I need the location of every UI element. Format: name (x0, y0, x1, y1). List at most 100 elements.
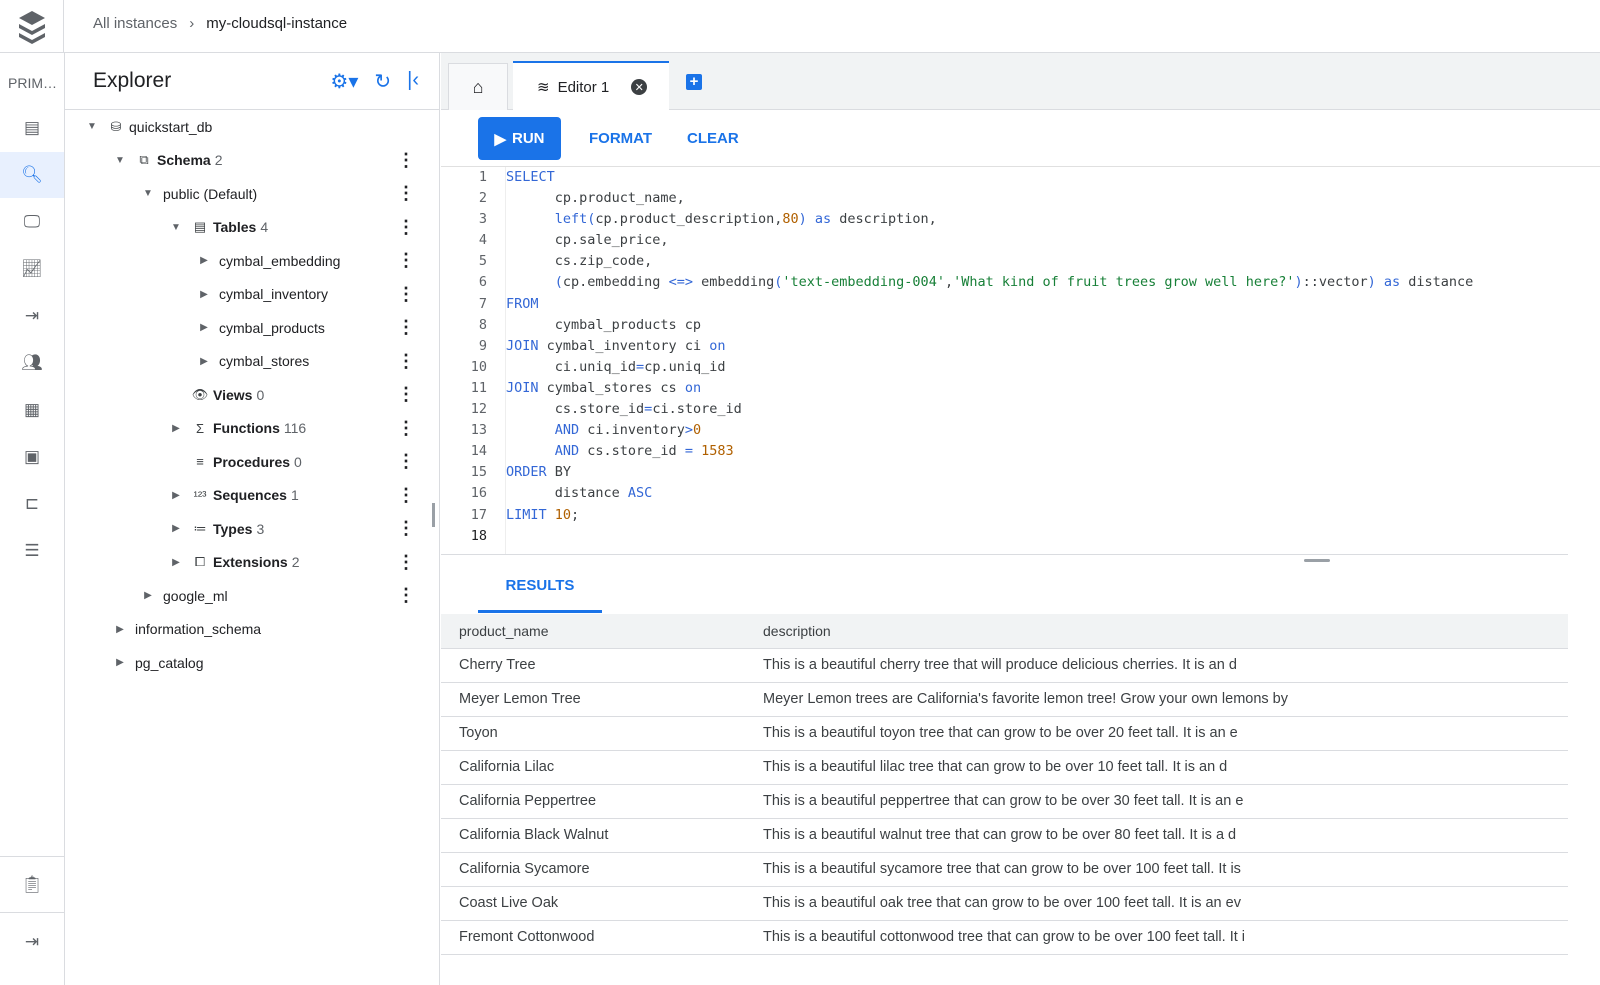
more-options-icon[interactable]: ⋮ (397, 283, 415, 304)
tree-item[interactable]: ▼ ⛁ quickstart_db (65, 110, 439, 143)
expand-arrow-icon[interactable]: ▼ (115, 154, 125, 166)
tree-item[interactable]: ▼ ⧉ Schema 2 ⋮ (65, 144, 439, 177)
tree-item[interactable]: 👁︎ Views 0 ⋮ (65, 378, 439, 411)
code-line[interactable]: 5 cs.zip_code, (441, 251, 1600, 272)
user-settings-icon[interactable]: ⚙▾ (330, 71, 359, 93)
collapse-arrow-icon[interactable]: ▶ (172, 523, 180, 534)
expand-arrow-icon[interactable]: ▼ (143, 188, 153, 199)
tab-editor-1[interactable]: ≋ Editor 1 ✕ (513, 61, 669, 111)
tree-item[interactable]: ▶ google_ml ⋮ (65, 579, 439, 612)
home-tab[interactable]: ⌂ (448, 63, 508, 110)
code-line[interactable]: 13 AND ci.inventory>0 (441, 420, 1600, 441)
tree-item[interactable]: ▶ Σ Functions 116 ⋮ (65, 412, 439, 445)
monitor-icon[interactable]: 🖵 (23, 212, 41, 231)
table-row[interactable]: California Black Walnut This is a beautif… (441, 818, 1568, 853)
table-row[interactable]: California Lilac This is a beautiful lila… (441, 750, 1568, 785)
collapse-arrow-icon[interactable]: ▶ (200, 322, 208, 333)
column-header-description[interactable]: description (745, 614, 1568, 649)
table-row[interactable]: Toyon This is a beautiful toyon tree that… (441, 716, 1568, 751)
tree-item[interactable]: ▶ pg_catalog (65, 646, 439, 679)
column-header-product-name[interactable]: product_name (441, 614, 745, 649)
refresh-icon[interactable]: ↻ (374, 71, 392, 93)
collapse-arrow-icon[interactable]: ▶ (172, 422, 180, 434)
chart-icon[interactable]: 📈︎ (21, 259, 43, 278)
code-line[interactable]: 1 SELECT (441, 167, 1600, 188)
code-line[interactable]: 6 (cp.embedding <=> embedding('text-embe… (441, 272, 1600, 293)
more-options-icon[interactable]: ⋮ (397, 451, 415, 471)
instance-icon[interactable]: ▤ (23, 118, 41, 137)
app-logo-icon[interactable] (0, 0, 64, 53)
resize-handle[interactable] (1304, 559, 1330, 562)
code-line[interactable]: 3 left(cp.product_description,80) as des… (441, 209, 1600, 230)
collapse-arrow-icon[interactable]: ▶ (144, 590, 152, 601)
tree-item[interactable]: ▶ cymbal_stores ⋮ (65, 345, 439, 378)
tree-item[interactable]: ▶ cymbal_products ⋮ (65, 311, 439, 344)
calendar-icon[interactable]: ▦ (23, 400, 41, 419)
tree-item[interactable]: ▶ ⧠ Extensions 2 ⋮ (65, 546, 439, 579)
list-icon[interactable]: ☰ (24, 541, 40, 560)
more-options-icon[interactable]: ⋮ (397, 149, 415, 170)
more-options-icon[interactable]: ⋮ (397, 216, 415, 237)
panel-resize-handle[interactable] (432, 503, 435, 527)
code-line[interactable]: 12 cs.store_id=ci.store_id (441, 399, 1600, 420)
more-options-icon[interactable]: ⋮ (397, 384, 415, 404)
tab-results[interactable]: RESULTS (478, 561, 602, 613)
tree-item[interactable]: ▶ information_schema (65, 613, 439, 646)
code-line[interactable]: 18 (441, 526, 1600, 547)
format-button[interactable]: FORMAT (589, 130, 653, 147)
code-line[interactable]: 2 cp.product_name, (441, 188, 1600, 209)
more-options-icon[interactable]: ⋮ (397, 350, 415, 371)
close-tab-icon[interactable]: ✕ (631, 79, 648, 95)
table-row[interactable]: California Peppertree This is a beautiful… (441, 784, 1568, 819)
table-row[interactable]: Coast Live Oak This is a beautiful oak tr… (441, 886, 1568, 921)
tree-item[interactable]: ≡ Procedures 0 ⋮ (65, 445, 439, 478)
collapse-arrow-icon[interactable]: ▶ (116, 623, 124, 635)
table-view-icon[interactable]: ▣ (23, 447, 41, 466)
table-row[interactable]: Meyer Lemon Tree Meyer Lemon trees are Ca… (441, 682, 1568, 717)
collapse-panel-icon[interactable]: |‹ (407, 69, 419, 91)
table-row[interactable]: Fremont Cottonwood This is a beautiful co… (441, 920, 1568, 955)
more-options-icon[interactable]: ⋮ (397, 484, 415, 505)
collapse-arrow-icon[interactable]: ▶ (200, 288, 208, 300)
tree-item[interactable]: ▼ ▤ Tables 4 ⋮ (65, 211, 439, 244)
code-line[interactable]: 9 JOIN cymbal_inventory ci on (441, 336, 1600, 357)
code-line[interactable]: 7 FROM (441, 294, 1600, 315)
code-line[interactable]: 14 AND cs.store_id = 1583 (441, 441, 1600, 462)
more-options-icon[interactable]: ⋮ (397, 585, 415, 605)
connection-icon[interactable]: ⇥ (24, 306, 40, 325)
code-line[interactable]: 8 cymbal_products cp (441, 315, 1600, 336)
code-line[interactable]: 4 cp.sale_price, (441, 230, 1600, 251)
tree-item[interactable]: ▼ public (Default) ⋮ (65, 177, 439, 210)
expand-arrow-icon[interactable]: ▼ (171, 221, 181, 233)
table-row[interactable]: California Sycamore This is a beautiful s… (441, 852, 1568, 887)
tree-item[interactable]: ▶ cymbal_embedding ⋮ (65, 244, 439, 277)
collapse-arrow-icon[interactable]: ▶ (172, 556, 180, 568)
add-tab-icon[interactable]: + (686, 74, 702, 90)
code-line[interactable]: 16 distance ASC (441, 483, 1600, 504)
more-options-icon[interactable]: ⋮ (397, 317, 415, 337)
collapse-arrow-icon[interactable]: ▶ (172, 489, 180, 501)
expand-arrow-icon[interactable]: ▼ (87, 121, 97, 132)
more-options-icon[interactable]: ⋮ (397, 551, 415, 572)
breadcrumb-all-instances[interactable]: All instances (93, 15, 178, 32)
more-options-icon[interactable]: ⋮ (397, 250, 415, 270)
users-icon[interactable]: 👥︎ (21, 353, 43, 372)
tree-item[interactable]: ▶ ¹²³ Sequences 1 ⋮ (65, 479, 439, 512)
tree-item[interactable]: ▶ cymbal_inventory ⋮ (65, 278, 439, 311)
notes-icon[interactable]: 📋︎ (21, 875, 43, 894)
code-line[interactable]: 15 ORDER BY (441, 462, 1600, 483)
more-options-icon[interactable]: ⋮ (397, 183, 415, 203)
code-line[interactable]: 11 JOIN cymbal_stores cs on (441, 378, 1600, 399)
clear-button[interactable]: CLEAR (687, 130, 739, 147)
flow-icon[interactable]: ⊏ (24, 494, 40, 513)
collapse-arrow-icon[interactable]: ▶ (200, 355, 208, 367)
collapse-arrow-icon[interactable]: ▶ (200, 255, 208, 266)
more-options-icon[interactable]: ⋮ (397, 518, 415, 538)
code-line[interactable]: 10 ci.uniq_id=cp.uniq_id (441, 357, 1600, 378)
tree-item[interactable]: ▶ ≔ Types 3 ⋮ (65, 512, 439, 545)
more-options-icon[interactable]: ⋮ (397, 417, 415, 438)
expand-icon[interactable]: ⇥ (24, 932, 40, 951)
table-row[interactable]: Cherry Tree This is a beautiful cherry tr… (441, 648, 1568, 683)
collapse-arrow-icon[interactable]: ▶ (116, 657, 124, 668)
sql-editor[interactable]: 1 SELECT 2 cp.product_name, 3 left(cp.produ… (441, 167, 1600, 554)
